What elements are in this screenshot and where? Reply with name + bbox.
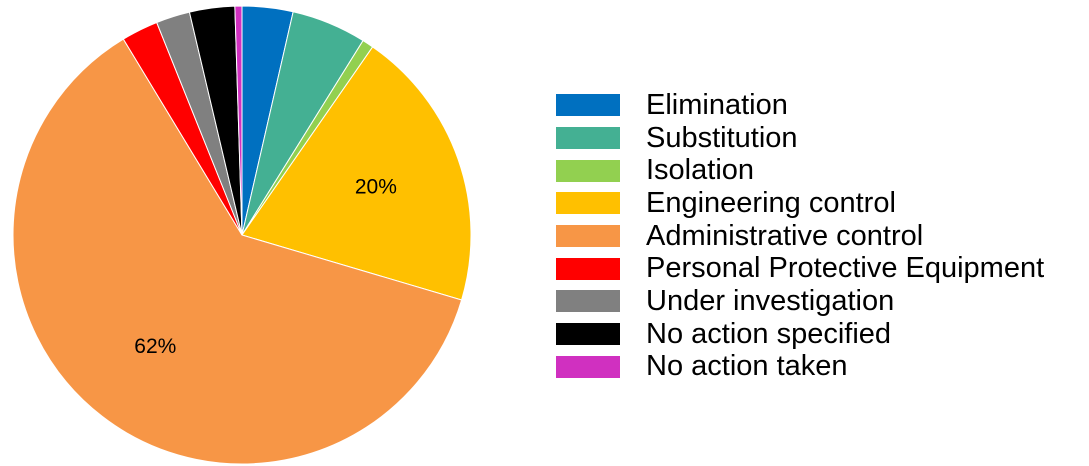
legend-swatch-no-action-taken [556, 355, 620, 378]
legend-item-elimination: Elimination [556, 89, 1044, 122]
legend-label-engineering-control: Engineering control [646, 186, 896, 219]
legend-item-administrative-control: Administrative control [556, 220, 1044, 253]
legend-swatch-substitution [556, 127, 620, 150]
legend-label-substitution: Substitution [646, 121, 798, 154]
legend: Elimination Substitution Isolation Engin… [556, 89, 1044, 383]
legend-item-no-action-taken: No action taken [556, 351, 1044, 384]
legend-swatch-isolation [556, 159, 620, 182]
legend-swatch-no-action-specified [556, 323, 620, 346]
legend-item-personal-protective-equipment: Personal Protective Equipment [556, 252, 1044, 285]
legend-label-administrative-control: Administrative control [646, 219, 924, 252]
legend-label-no-action-taken: No action taken [646, 350, 848, 383]
legend-swatch-administrative-control [556, 225, 620, 248]
pie-slice-engineering-control [241, 46, 472, 301]
legend-label-personal-protective-equipment: Personal Protective Equipment [646, 252, 1045, 285]
legend-label-no-action-specified: No action specified [646, 317, 892, 350]
pie-chart-svg: 20% 62% [12, 5, 472, 465]
legend-label-under-investigation: Under investigation [646, 284, 895, 317]
legend-label-elimination: Elimination [646, 88, 788, 121]
legend-swatch-engineering-control [556, 192, 620, 215]
pie-slice-no-action-taken [234, 5, 243, 236]
legend-swatch-personal-protective-equipment [556, 257, 620, 280]
legend-label-isolation: Isolation [646, 154, 755, 187]
legend-item-isolation: Isolation [556, 154, 1044, 187]
pie-slice-administrative-control [12, 38, 463, 465]
legend-item-substitution: Substitution [556, 122, 1044, 155]
legend-item-no-action-specified: No action specified [556, 318, 1044, 351]
data-label-administrative-control: 62% [134, 335, 176, 358]
data-label-engineering-control: 20% [355, 175, 397, 198]
legend-item-under-investigation: Under investigation [556, 285, 1044, 318]
legend-swatch-under-investigation [556, 290, 620, 313]
legend-swatch-elimination [556, 94, 620, 117]
legend-item-engineering-control: Engineering control [556, 187, 1044, 220]
